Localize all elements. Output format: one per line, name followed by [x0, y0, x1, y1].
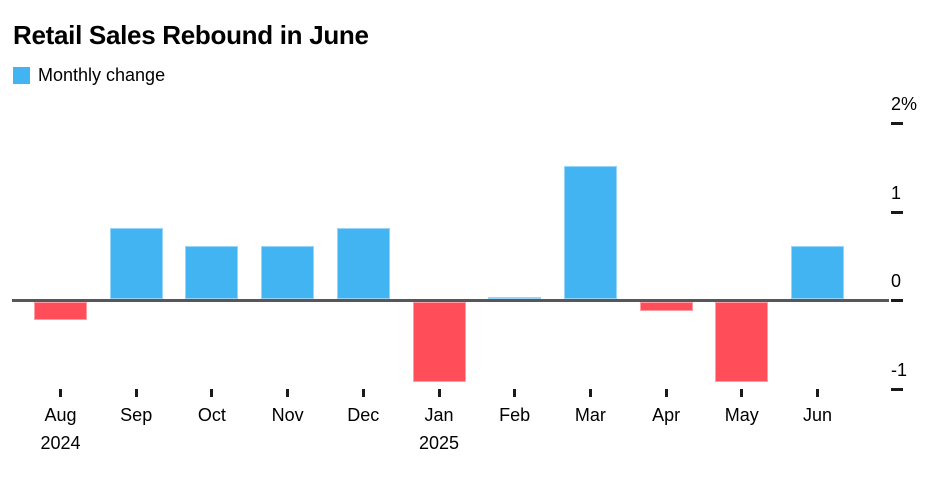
x-axis-label-mar: Mar: [574, 405, 606, 425]
legend-label: Monthly change: [38, 65, 166, 85]
x-axis-tick: [210, 389, 214, 397]
x-axis-tick: [664, 389, 668, 397]
x-axis-tick: [286, 389, 290, 397]
zero-axis-line: [12, 299, 889, 302]
y-axis-label: 0: [891, 271, 902, 291]
x-axis-label-dec: Dec: [347, 405, 380, 425]
x-axis-label-aug: Aug: [44, 405, 77, 425]
x-axis-label-jun: Jun: [802, 405, 833, 425]
x-axis-label-nov: Nov: [271, 405, 304, 425]
x-axis-label-apr: Apr: [652, 405, 681, 425]
y-axis-tick: [891, 387, 903, 391]
bar-jun: [791, 245, 844, 299]
bar-mar: [563, 166, 617, 299]
x-axis-tick: [740, 389, 744, 397]
x-axis-label-sep: Sep: [120, 405, 153, 425]
x-axis-label-oct: Oct: [197, 405, 226, 425]
y-axis-tick: [891, 299, 903, 302]
x-axis-label-feb: Feb: [499, 405, 531, 425]
x-axis-label-jan: Jan: [424, 405, 454, 425]
x-axis-tick: [588, 389, 592, 397]
x-axis-tick: [437, 389, 441, 397]
bar-oct: [185, 245, 239, 299]
y-axis-label: -1: [891, 359, 908, 380]
bar-jan: [412, 302, 466, 382]
bar-apr: [639, 302, 693, 311]
y-axis-tick: [891, 210, 903, 214]
legend-swatch-icon: [13, 67, 30, 84]
bar-nov: [261, 245, 315, 299]
bar-dec: [336, 228, 390, 299]
y-axis-label: 2%: [891, 94, 918, 114]
y-axis-label: 1: [891, 182, 902, 203]
legend: Monthly change: [13, 65, 165, 86]
bar-may: [715, 302, 769, 382]
x-axis-year-label: 2025: [418, 433, 460, 453]
x-axis-label-may: May: [724, 405, 759, 425]
bar-feb: [488, 297, 542, 299]
bar-sep: [109, 228, 163, 299]
x-axis-tick: [513, 389, 517, 397]
x-axis-tick: [816, 389, 819, 397]
x-axis-tick: [59, 389, 62, 397]
chart-title: Retail Sales Rebound in June: [13, 20, 369, 50]
x-axis-tick: [134, 389, 138, 397]
y-axis-tick: [891, 122, 903, 125]
x-axis-year-label: 2024: [40, 433, 81, 453]
x-axis-tick: [361, 389, 365, 397]
bar-aug: [34, 302, 87, 320]
